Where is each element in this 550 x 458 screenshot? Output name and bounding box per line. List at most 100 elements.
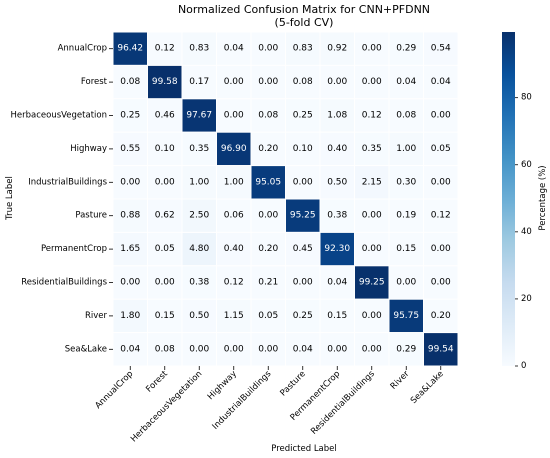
heatmap-cell xyxy=(388,98,424,133)
heatmap-cell xyxy=(285,64,321,100)
heatmap-cell xyxy=(181,98,217,133)
heatmap-cell xyxy=(354,231,390,267)
cell-value-label: 0.25 xyxy=(120,111,140,121)
x-tick-label: Sea&Lake xyxy=(409,369,446,406)
heatmap-cell xyxy=(285,198,321,233)
cell-value-label: 0.00 xyxy=(362,311,382,321)
heatmap-cell xyxy=(250,265,286,300)
cell-value-label: 0.17 xyxy=(189,77,209,87)
cell-value-label: 0.62 xyxy=(155,211,175,221)
heatmap-cell xyxy=(423,298,459,334)
cell-value-label: 0.83 xyxy=(189,44,209,54)
x-tick-label: Pasture xyxy=(278,369,307,398)
colorbar-tick-label: 40 xyxy=(521,227,532,237)
x-tick-label: ResidentialBuildings xyxy=(309,369,377,437)
y-tick-label: PermanentCrop xyxy=(41,244,107,254)
colorbar-tick-label: 0 xyxy=(521,361,526,371)
cell-value-label: 95.75 xyxy=(393,311,419,321)
cell-value-label: 0.46 xyxy=(155,111,175,121)
heatmap-cell xyxy=(112,198,148,233)
cell-value-label: 0.04 xyxy=(431,77,451,87)
x-tick-label: River xyxy=(389,369,412,392)
cell-value-label: 0.00 xyxy=(327,77,347,87)
cell-value-label: 0.04 xyxy=(120,344,140,354)
heatmap-cell xyxy=(147,31,183,66)
cell-value-label: 0.00 xyxy=(224,344,244,354)
cell-value-label: 0.00 xyxy=(362,244,382,254)
cell-value-label: 0.15 xyxy=(327,311,347,321)
heatmap-cell xyxy=(423,165,459,200)
heatmap-cell xyxy=(250,198,286,233)
cell-value-label: 0.20 xyxy=(258,144,278,154)
cell-value-label: 0.08 xyxy=(155,344,175,354)
cell-value-label: 99.58 xyxy=(152,77,178,87)
cell-value-label: 0.00 xyxy=(258,344,278,354)
colorbar-label: Percentage (%) xyxy=(538,165,548,230)
colorbar-tick-label: 80 xyxy=(521,93,532,103)
cell-value-label: 0.35 xyxy=(189,144,209,154)
heatmap-cell xyxy=(354,265,390,300)
x-tick-label: Forest xyxy=(144,369,170,395)
y-tick-label: HerbaceousVegetation xyxy=(11,111,107,121)
cell-value-label: 0.00 xyxy=(431,111,451,121)
heatmap-cell xyxy=(147,165,183,200)
cell-value-label: 1.00 xyxy=(189,177,209,187)
heatmap-cell xyxy=(354,31,390,66)
cell-value-label: 2.15 xyxy=(362,177,382,187)
heatmap-cells: 96.42 0.12 0.83 0.04 0.00 0.83 0.92 0.00 0.29 0.5… xyxy=(112,31,459,367)
heatmap-cell xyxy=(354,165,390,200)
cell-value-label: 0.35 xyxy=(362,144,382,154)
cell-value-label: 0.83 xyxy=(293,44,313,54)
cell-value-label: 0.00 xyxy=(224,77,244,87)
cell-value-label: 0.25 xyxy=(293,311,313,321)
cell-value-label: 0.20 xyxy=(258,244,278,254)
heatmap-cell xyxy=(147,265,183,300)
heatmap-cell xyxy=(112,332,148,367)
cell-value-label: 1.15 xyxy=(224,311,244,321)
cell-value-label: 0.05 xyxy=(431,144,451,154)
x-tick-label: IndustrialBuildings xyxy=(211,369,274,432)
heatmap-cell xyxy=(285,332,321,367)
y-tick-labels: AnnualCrop Forest HerbaceousVegetation High… xyxy=(11,44,113,354)
cell-value-label: 0.40 xyxy=(224,244,244,254)
cell-value-label: 0.29 xyxy=(396,344,416,354)
y-tick-label: Pasture xyxy=(75,211,107,221)
cell-value-label: 0.25 xyxy=(293,111,313,121)
cell-value-label: 0.38 xyxy=(189,278,209,288)
cell-value-label: 96.42 xyxy=(117,44,143,54)
cell-value-label: 0.29 xyxy=(396,44,416,54)
cell-value-label: 0.10 xyxy=(155,144,175,154)
cell-value-label: 0.45 xyxy=(293,244,313,254)
chart-title-line1: Normalized Confusion Matrix for CNN+PFDN… xyxy=(178,3,430,16)
heatmap-cell xyxy=(216,64,252,100)
x-axis-label: Predicted Label xyxy=(271,444,337,454)
cell-value-label: 92.30 xyxy=(324,244,350,254)
chart-title-line2: (5-fold CV) xyxy=(275,16,334,29)
cell-value-label: 1.00 xyxy=(396,144,416,154)
cell-value-label: 0.00 xyxy=(362,77,382,87)
cell-value-label: 0.54 xyxy=(431,44,451,54)
heatmap-cell xyxy=(423,332,459,367)
cell-value-label: 0.00 xyxy=(155,278,175,288)
cell-value-label: 0.00 xyxy=(362,44,382,54)
heatmap-cell xyxy=(216,298,252,334)
cell-value-label: 0.92 xyxy=(327,44,347,54)
cell-value-label: 0.04 xyxy=(396,77,416,87)
cell-value-label: 0.00 xyxy=(431,177,451,187)
cell-value-label: 0.12 xyxy=(155,44,175,54)
y-tick-label: ResidentialBuildings xyxy=(21,278,107,288)
cell-value-label: 2.50 xyxy=(189,211,209,221)
cell-value-label: 1.08 xyxy=(327,111,347,121)
colorbar-tick-label: 20 xyxy=(521,294,532,304)
cell-value-label: 95.05 xyxy=(255,177,281,187)
cell-value-label: 0.19 xyxy=(396,211,416,221)
cell-value-label: 0.08 xyxy=(293,77,313,87)
cell-value-label: 96.90 xyxy=(221,144,247,154)
cell-value-label: 0.08 xyxy=(120,77,140,87)
heatmap-cell xyxy=(250,298,286,334)
cell-value-label: 0.00 xyxy=(120,278,140,288)
cell-value-label: 0.21 xyxy=(258,278,278,288)
heatmap-cell xyxy=(354,298,390,334)
